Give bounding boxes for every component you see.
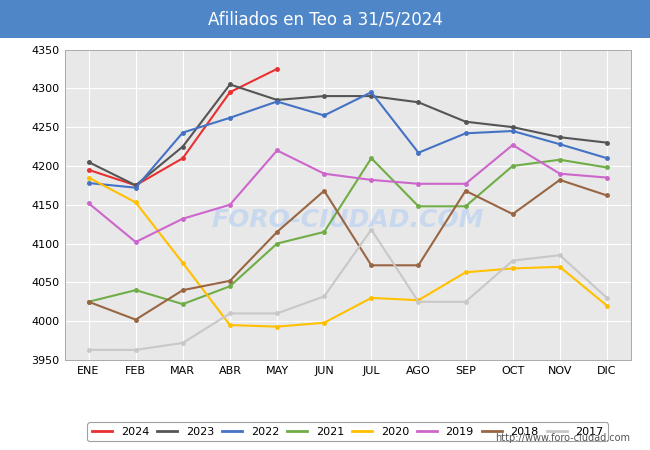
Legend: 2024, 2023, 2022, 2021, 2020, 2019, 2018, 2017: 2024, 2023, 2022, 2021, 2020, 2019, 2018… (87, 423, 608, 441)
Text: Afiliados en Teo a 31/5/2024: Afiliados en Teo a 31/5/2024 (207, 10, 443, 28)
Text: FORO-CIUDAD.COM: FORO-CIUDAD.COM (211, 208, 484, 232)
Text: http://www.foro-ciudad.com: http://www.foro-ciudad.com (495, 433, 630, 443)
